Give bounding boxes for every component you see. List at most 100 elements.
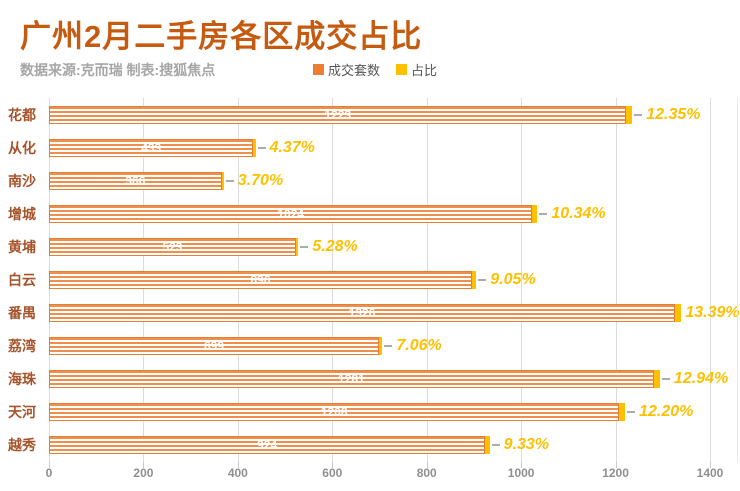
bar-value-label: 1024 bbox=[277, 206, 305, 221]
x-axis-label: 400 bbox=[227, 466, 248, 480]
legend-swatch-icon bbox=[313, 64, 324, 75]
deal-count-bar: 1281 bbox=[49, 370, 654, 389]
bar-value-label: 699 bbox=[203, 339, 225, 354]
deal-count-bar: 1208 bbox=[49, 403, 620, 422]
percentage-label: 12.20% bbox=[639, 403, 694, 421]
leader-line bbox=[384, 345, 393, 348]
leader-line bbox=[478, 279, 487, 282]
gridline bbox=[615, 98, 617, 462]
share-bar bbox=[675, 304, 682, 323]
x-axis-label: 1200 bbox=[602, 466, 629, 480]
category-label: 白云 bbox=[8, 272, 36, 289]
leader-line bbox=[539, 212, 548, 215]
share-bar bbox=[295, 237, 299, 256]
percentage-label: 7.06% bbox=[396, 337, 442, 355]
deal-count-bar: 1024 bbox=[49, 204, 533, 223]
share-bar bbox=[253, 138, 256, 157]
leader-line bbox=[634, 113, 643, 116]
percentage-label: 13.39% bbox=[685, 304, 740, 322]
bar-row: 白云 896 9.05% bbox=[8, 263, 710, 296]
bar-row: 海珠 1281 12.94% bbox=[8, 363, 728, 396]
leader-line bbox=[257, 146, 266, 149]
gridline bbox=[521, 98, 523, 462]
axis-tick bbox=[615, 462, 617, 468]
bar-value-label: 433 bbox=[141, 140, 162, 155]
category-label: 越秀 bbox=[8, 437, 36, 454]
bar-row: 黄埔 523 5.28% bbox=[8, 230, 710, 263]
legend-label: 成交套数 bbox=[328, 63, 381, 78]
deal-count-bar: 896 bbox=[49, 271, 473, 290]
category-label: 从化 bbox=[8, 139, 36, 156]
bar-row: 番禺 1326 13.39% bbox=[8, 297, 740, 330]
deal-count-bar: 1223 bbox=[49, 105, 627, 124]
deal-count-bar: 366 bbox=[49, 171, 222, 190]
category-label: 增城 bbox=[8, 205, 36, 222]
axis-tick bbox=[332, 462, 334, 468]
deal-count-bar: 1326 bbox=[49, 304, 676, 323]
bar-value-label: 1208 bbox=[320, 405, 348, 420]
percentage-label: 9.05% bbox=[490, 271, 536, 289]
bar-rows: 花都 1223 12.35% 从化 433 4.37% 南沙 366 3.70% 增城 1024 10… bbox=[8, 98, 740, 462]
category-label: 黄埔 bbox=[8, 238, 36, 255]
bar-value-label: 896 bbox=[250, 273, 271, 288]
deal-count-bar: 924 bbox=[49, 436, 486, 455]
axis-tick bbox=[521, 462, 523, 468]
bar-row: 天河 1208 12.20% bbox=[8, 396, 710, 429]
x-axis: 0 200 400 600 800 1000 1200 1400 bbox=[0, 466, 740, 484]
x-axis-label: 800 bbox=[416, 466, 437, 480]
leader-line bbox=[300, 245, 309, 248]
deal-count-bar: 523 bbox=[49, 237, 296, 256]
chart-title: 广州2月二手房各区成交占比 bbox=[20, 19, 423, 54]
category-label: 南沙 bbox=[8, 172, 36, 189]
leader-line bbox=[491, 444, 500, 447]
percentage-label: 4.37% bbox=[269, 138, 315, 156]
bar-row: 南沙 366 3.70% bbox=[8, 164, 710, 197]
plot-area: 花都 1223 12.35% 从化 433 4.37% 南沙 366 3.70% 增城 1024 10… bbox=[8, 98, 740, 468]
share-bar bbox=[379, 337, 383, 356]
category-label: 海珠 bbox=[8, 371, 36, 388]
category-label: 天河 bbox=[8, 404, 36, 421]
legend-swatch-icon bbox=[396, 64, 408, 75]
percentage-label: 12.35% bbox=[646, 105, 701, 123]
x-axis-label: 200 bbox=[133, 466, 154, 480]
bar-row: 从化 433 4.37% bbox=[8, 131, 710, 164]
share-bar bbox=[532, 204, 538, 223]
bar-value-label: 924 bbox=[257, 438, 278, 453]
axis-tick bbox=[49, 462, 50, 468]
axis-tick bbox=[426, 462, 428, 468]
category-label: 荔湾 bbox=[8, 338, 36, 355]
percentage-label: 10.34% bbox=[551, 204, 606, 222]
axis-tick bbox=[143, 462, 145, 468]
bar-row: 花都 1223 12.35% bbox=[8, 98, 710, 131]
share-bar bbox=[472, 271, 477, 290]
gridline bbox=[710, 98, 711, 462]
bar-value-label: 1281 bbox=[338, 372, 365, 387]
legend: 成交套数 占比 bbox=[313, 60, 437, 79]
legend-label: 占比 bbox=[411, 63, 438, 78]
x-axis-label: 1000 bbox=[507, 466, 535, 480]
bar-row: 越秀 924 9.33% bbox=[8, 429, 710, 462]
percentage-label: 12.94% bbox=[673, 370, 729, 388]
plot-right-border bbox=[737, 98, 738, 462]
deal-count-bar: 699 bbox=[49, 337, 380, 356]
bar-value-label: 523 bbox=[162, 239, 183, 254]
share-bar bbox=[626, 105, 633, 124]
legend-item: 成交套数 bbox=[313, 60, 380, 79]
share-bar bbox=[485, 436, 490, 455]
bar-row: 增城 1024 10.34% bbox=[8, 197, 710, 230]
legend-item: 占比 bbox=[396, 60, 437, 79]
x-axis-label: 600 bbox=[322, 466, 343, 480]
bar-value-label: 1223 bbox=[324, 107, 352, 122]
leader-line bbox=[225, 179, 234, 182]
deal-count-bar: 433 bbox=[49, 138, 254, 157]
axis-tick bbox=[237, 462, 239, 468]
bar-value-label: 1326 bbox=[348, 306, 376, 321]
share-bar bbox=[619, 403, 626, 422]
bar-row: 荔湾 699 7.06% bbox=[8, 330, 710, 363]
leader-line bbox=[627, 411, 636, 414]
bar-value-label: 366 bbox=[125, 173, 146, 188]
percentage-label: 3.70% bbox=[237, 171, 284, 189]
chart-source-note: 数据来源:克而瑞 制表:搜狐焦点 bbox=[20, 62, 216, 78]
share-bar bbox=[221, 171, 224, 190]
